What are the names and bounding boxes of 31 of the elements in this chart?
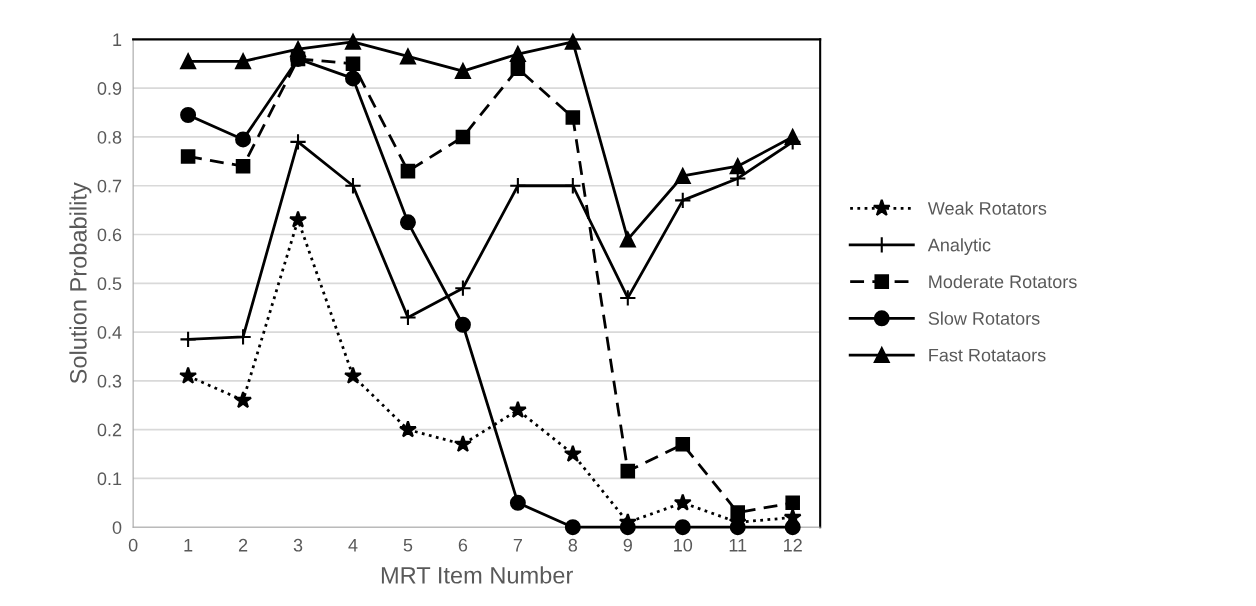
y-tick-label: 0 bbox=[112, 521, 122, 534]
legend-label: Fast Rotataors bbox=[929, 348, 1046, 362]
legend-label: Weak Rotators bbox=[927, 201, 1047, 215]
y-tick-label: 0.9 bbox=[97, 82, 122, 95]
x-tick-label: 0 bbox=[128, 538, 138, 552]
x-tick-label: 10 bbox=[674, 538, 693, 552]
legend-label: Slow Rotators bbox=[928, 311, 1040, 325]
y-tick-label: 0.5 bbox=[97, 277, 122, 291]
y-tick-label: 0.1 bbox=[97, 472, 122, 486]
legend-label: Moderate Rotators bbox=[929, 274, 1077, 289]
x-tick-label: 8 bbox=[568, 538, 578, 552]
x-tick-label: 5 bbox=[403, 538, 413, 552]
y-tick-label: 0.3 bbox=[97, 374, 122, 388]
y-tick-label: 0.2 bbox=[97, 423, 122, 437]
x-tick-label: 4 bbox=[348, 538, 358, 552]
y-axis-title: Solution Probability bbox=[69, 182, 92, 384]
x-tick-label: 1 bbox=[184, 538, 193, 552]
y-tick-label: 0.4 bbox=[97, 326, 122, 339]
x-tick-label: 7 bbox=[513, 538, 522, 552]
x-tick-label: 11 bbox=[729, 538, 747, 552]
x-tick-label: 2 bbox=[238, 538, 248, 552]
x-tick-label: 12 bbox=[784, 538, 802, 552]
x-tick-label: 9 bbox=[623, 538, 632, 552]
legend-label: Analytic bbox=[927, 238, 991, 256]
y-tick-label: 0.8 bbox=[97, 130, 122, 144]
x-axis-title: MRT Item Number bbox=[381, 566, 573, 584]
y-tick-label: 0.7 bbox=[97, 179, 122, 193]
x-tick-label: 3 bbox=[293, 538, 303, 552]
y-tick-label: 0.6 bbox=[97, 228, 122, 242]
x-tick-label: 6 bbox=[458, 538, 468, 552]
y-tick-label: 1 bbox=[113, 33, 122, 46]
